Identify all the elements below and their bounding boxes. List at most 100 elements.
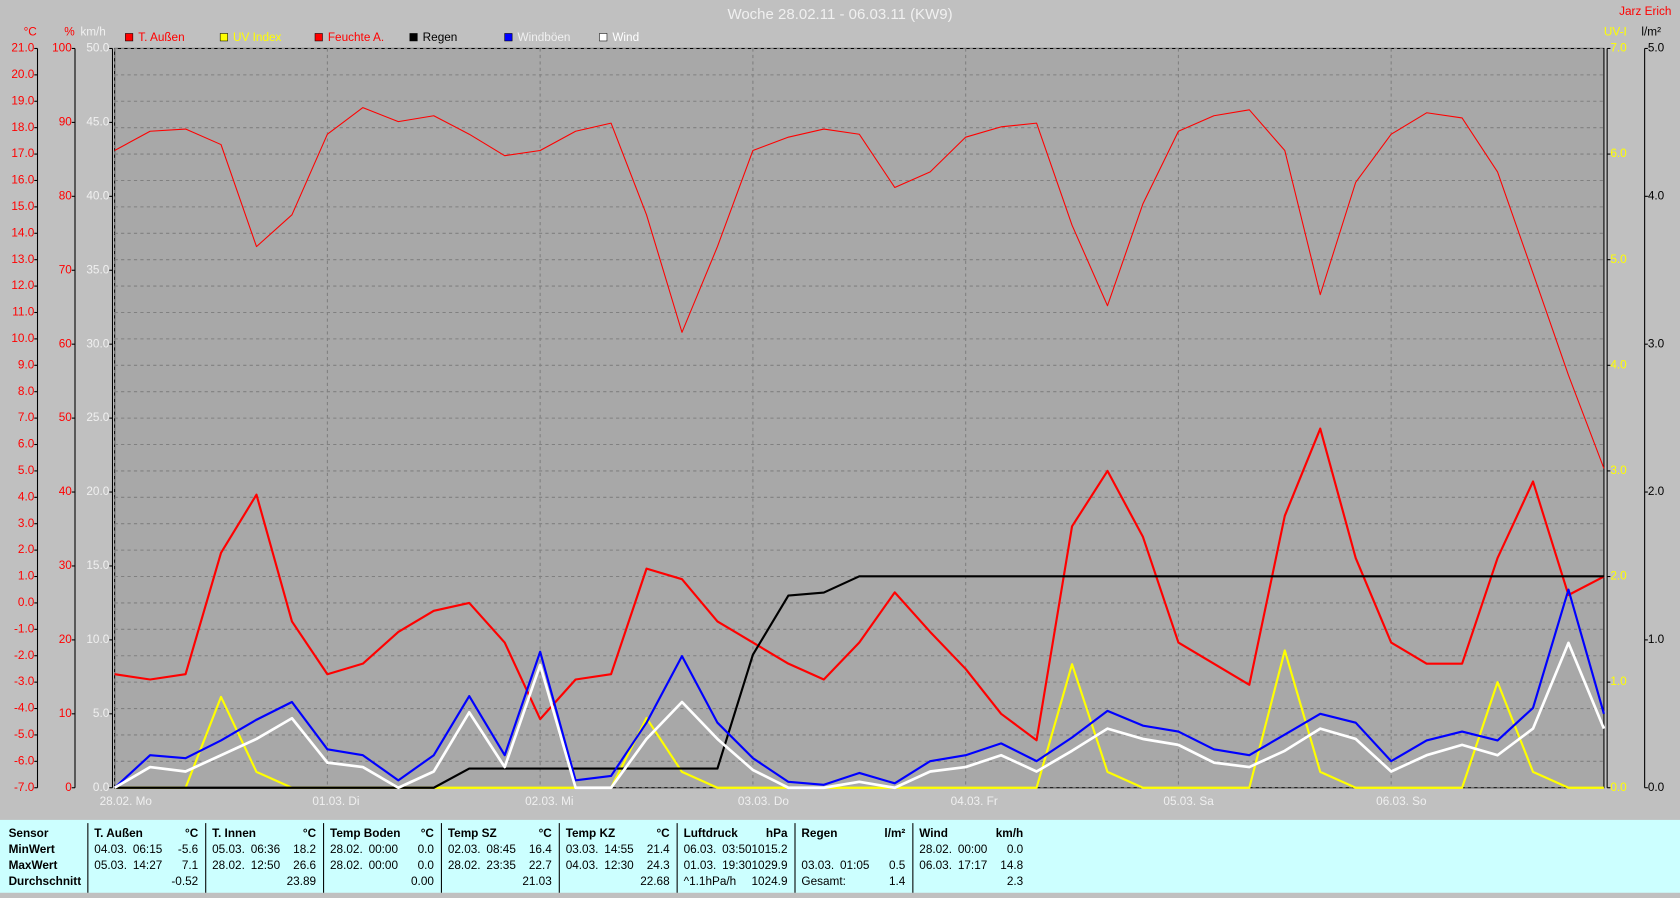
y-tick-label: 30 [59, 559, 73, 572]
column-header: Temp SZ [448, 827, 497, 840]
y-tick-label: 14.0 [11, 226, 34, 239]
table-cell: 0.0 [418, 859, 435, 872]
column-unit: °C [303, 827, 317, 840]
x-tick-label: 02.03. Mi [525, 795, 573, 808]
table-cell: 12:50 [251, 859, 281, 872]
table-cell: 19:30 [722, 859, 752, 872]
y-tick-label: 8.0 [18, 385, 35, 398]
table-cell: 08:45 [486, 843, 516, 856]
y-tick-label: 5.0 [1610, 253, 1627, 266]
y-tick-label: -3.0 [14, 675, 35, 688]
legend-label: Feuchte A. [328, 31, 384, 44]
plot-area [114, 47, 1605, 789]
column-unit: °C [185, 827, 199, 840]
y-tick-label: -7.0 [14, 781, 35, 794]
table-cell: 23.89 [287, 875, 316, 888]
y-tick-label: 7.0 [1610, 42, 1627, 55]
y-tick-label: 10.0 [86, 633, 109, 646]
y-tick-label: 90 [59, 116, 73, 129]
legend-label: Regen [423, 31, 458, 44]
y-tick-label: 5.0 [93, 707, 110, 720]
y-tick-label: -5.0 [14, 728, 35, 741]
y-tick-label: 50.0 [86, 42, 109, 55]
axis-unit: % [64, 26, 75, 39]
y-tick-label: 100 [52, 42, 72, 55]
y-tick-label: 2.0 [18, 543, 35, 556]
table-cell: 2.3 [1007, 875, 1024, 888]
row-label: Durchschnitt [9, 875, 82, 888]
table-cell: 12:30 [604, 859, 634, 872]
table-cell: 06:36 [251, 843, 281, 856]
column-header: Regen [801, 827, 837, 840]
column-unit: hPa [766, 827, 788, 840]
table-cell: 16.4 [529, 843, 552, 856]
legend-label: UV Index [233, 31, 282, 44]
y-tick-label: 40.0 [86, 189, 109, 202]
column-header: Temp Boden [330, 827, 400, 840]
table-cell: 03.03. [566, 843, 599, 856]
table-cell: 17:17 [958, 859, 987, 872]
y-tick-label: 1.0 [1610, 675, 1627, 688]
table-cell: 14.8 [1000, 859, 1023, 872]
table-cell: 22.68 [640, 875, 670, 888]
x-tick-label: 28.02. Mo [100, 795, 153, 808]
y-tick-label: 13.0 [11, 253, 34, 266]
x-tick-label: 04.03. Fr [951, 795, 998, 808]
column-unit: km/h [996, 827, 1023, 840]
y-tick-label: 0 [65, 781, 72, 794]
table-cell: 7.1 [182, 859, 198, 872]
row-label: MaxWert [9, 859, 58, 872]
column-unit: °C [539, 827, 553, 840]
y-tick-label: 2.0 [1648, 485, 1665, 498]
table-cell: 14:27 [133, 859, 162, 872]
table-cell: 06.03. [919, 859, 952, 872]
y-tick-label: 35.0 [86, 263, 109, 276]
legend-swatch [599, 33, 608, 42]
y-tick-label: 10.0 [11, 332, 34, 345]
table-cell: Gesamt: [801, 875, 845, 888]
table-cell: 03.03. [801, 859, 834, 872]
table-cell: 0.0 [418, 843, 435, 856]
y-tick-label: -2.0 [14, 649, 35, 662]
series-line [113, 588, 1605, 789]
column-unit: l/m² [884, 827, 905, 840]
table-cell: 26.6 [293, 859, 316, 872]
y-tick-label: 4.0 [18, 490, 35, 503]
table-cell: 00:00 [369, 843, 399, 856]
y-tick-label: 4.0 [1648, 189, 1665, 202]
column-unit: °C [656, 827, 670, 840]
table-cell: 00:00 [958, 843, 988, 856]
author: Jarz Erich [1619, 5, 1671, 18]
series-line [114, 575, 1604, 789]
y-tick-label: 0.0 [18, 596, 35, 609]
table-cell: 03:50 [722, 843, 752, 856]
legend-label: Windböen [518, 31, 571, 44]
column-header: Luftdruck [684, 827, 739, 840]
y-tick-label: 15.0 [86, 559, 109, 572]
table-cell: 00:00 [369, 859, 399, 872]
row-label: MinWert [9, 843, 55, 856]
axis-unit: UV-I [1604, 26, 1627, 39]
axis-unit: °C [24, 26, 38, 39]
y-tick-label: 10 [59, 707, 73, 720]
table-background [0, 819, 1680, 893]
legend-swatch [314, 33, 323, 42]
y-tick-label: 6.0 [18, 438, 35, 451]
y-tick-label: 3.0 [1610, 464, 1627, 477]
y-tick-label: 70 [59, 263, 73, 276]
column-header: Temp KZ [566, 827, 615, 840]
table-cell: 01:05 [840, 859, 870, 872]
row-label: Sensor [9, 827, 49, 840]
y-tick-label: 7.0 [18, 411, 35, 424]
table-cell: 21.4 [647, 843, 670, 856]
table-cell: 04.03. [566, 859, 599, 872]
table-cell: 0.5 [889, 859, 906, 872]
column-header: T. Innen [212, 827, 256, 840]
y-tick-label: 3.0 [18, 517, 35, 530]
chart-title: Woche 28.02.11 - 06.03.11 (KW9) [727, 6, 952, 23]
y-tick-label: 60 [59, 337, 73, 350]
table-cell: 28.02. [919, 843, 952, 856]
y-tick-label: 0.0 [1648, 781, 1665, 794]
y-tick-label: -4.0 [14, 702, 35, 715]
table-cell: 28.02. [212, 859, 245, 872]
